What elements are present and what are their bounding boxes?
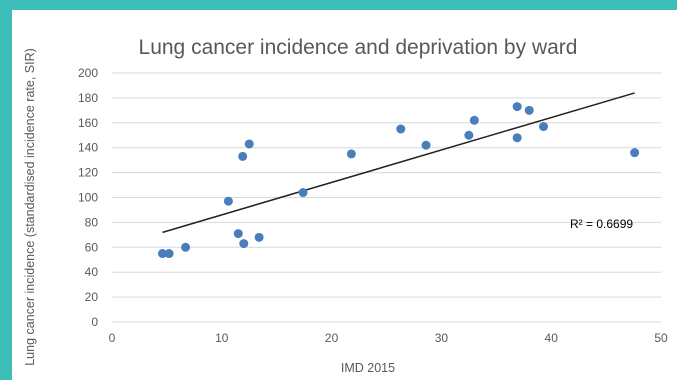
data-point (158, 249, 168, 259)
data-point (469, 115, 479, 125)
x-tick-label: 30 (435, 331, 449, 345)
data-point (238, 151, 248, 161)
data-point (181, 242, 191, 252)
y-tick-label: 100 (78, 191, 98, 205)
scatter-chart: Lung cancer incidence and deprivation by… (23, 36, 668, 375)
y-axis-label: Lung cancer incidence (standardised inci… (23, 48, 37, 366)
y-tick-label: 160 (78, 116, 98, 130)
y-tick-label: 140 (78, 141, 98, 155)
x-tick-label: 50 (654, 331, 668, 345)
x-axis-label: IMD 2015 (341, 361, 395, 375)
y-tick-label: 0 (91, 315, 98, 329)
data-point (244, 139, 254, 149)
chart-title: Lung cancer incidence and deprivation by… (139, 36, 578, 59)
x-tick-label: 40 (545, 331, 559, 345)
x-tick-label: 20 (325, 331, 339, 345)
data-point (464, 130, 474, 140)
data-point (396, 124, 406, 134)
x-axis-ticks: 0 10 20 30 40 50 (109, 331, 668, 345)
data-point (233, 229, 243, 239)
data-point (512, 133, 522, 143)
y-tick-label: 20 (85, 290, 99, 304)
data-point (164, 249, 174, 259)
data-point (298, 188, 308, 198)
y-tick-label: 40 (85, 265, 99, 279)
data-points (158, 102, 640, 259)
chart-panel: Lung cancer incidence and deprivation by… (12, 10, 677, 380)
y-tick-label: 180 (78, 91, 98, 105)
data-point (512, 102, 522, 112)
r-squared-annotation: R² = 0.6699 (570, 217, 633, 231)
data-point (539, 122, 549, 132)
y-tick-label: 120 (78, 166, 98, 180)
trendline (162, 92, 635, 234)
data-point (239, 239, 249, 249)
data-point (346, 149, 356, 159)
y-tick-label: 60 (85, 240, 99, 254)
x-tick-label: 0 (109, 331, 116, 345)
y-axis-ticks: 0 20 40 60 80 100 120 140 160 180 200 (78, 66, 98, 329)
data-point (254, 232, 264, 242)
x-tick-label: 10 (215, 331, 229, 345)
data-point (630, 148, 640, 158)
y-tick-label: 200 (78, 66, 98, 80)
y-tick-label: 80 (85, 215, 99, 229)
data-point (524, 105, 534, 115)
gridlines (112, 72, 661, 323)
data-point (223, 196, 233, 206)
data-point (421, 140, 431, 150)
